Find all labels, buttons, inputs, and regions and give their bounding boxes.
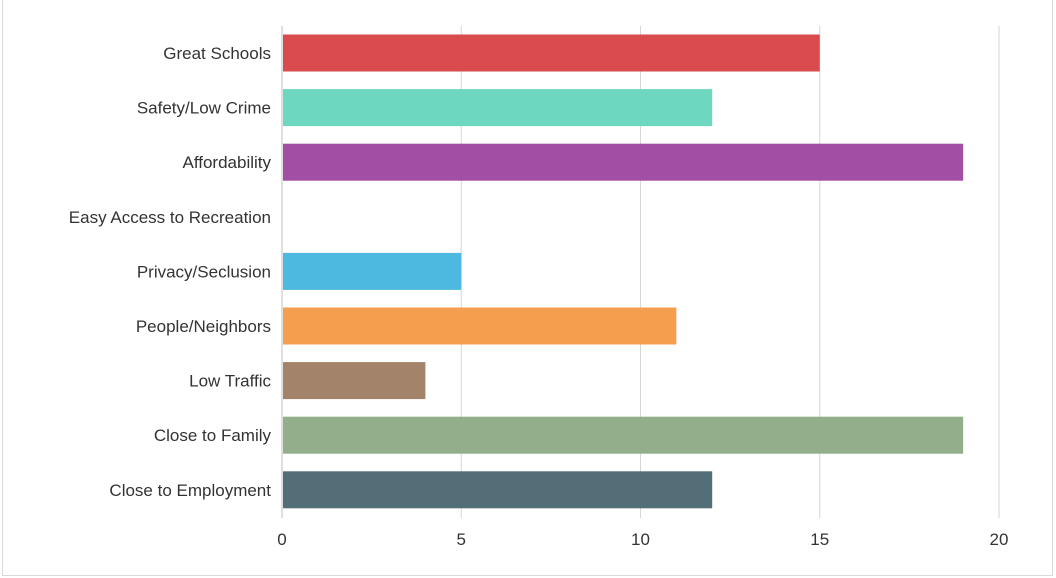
bar-close-to-family[interactable] (283, 416, 964, 454)
bar-affordability[interactable] (283, 143, 964, 181)
x-tick-label: 10 (631, 530, 650, 549)
bar-great-schools[interactable] (283, 34, 820, 72)
category-label: Low Traffic (189, 372, 271, 391)
x-tick-label: 20 (990, 530, 1009, 549)
x-tick-label: 5 (457, 530, 466, 549)
bars (283, 34, 964, 509)
category-label: Safety/Low Crime (137, 99, 271, 118)
bar-safety-low-crime[interactable] (283, 89, 713, 127)
category-label: Affordability (182, 153, 271, 172)
category-label: Great Schools (163, 44, 271, 63)
bar-low-traffic[interactable] (283, 362, 426, 400)
category-label: Easy Access to Recreation (69, 208, 271, 227)
category-label: Privacy/Seclusion (137, 262, 271, 281)
category-label: Close to Employment (109, 481, 271, 500)
bar-privacy-seclusion[interactable] (283, 252, 462, 290)
bar-people-neighbors[interactable] (283, 307, 677, 345)
x-tick-label: 15 (810, 530, 829, 549)
x-axis-ticks: 0 5 10 15 20 (277, 530, 1008, 549)
category-label: Close to Family (154, 426, 272, 445)
x-tick-label: 0 (277, 530, 286, 549)
category-labels: Great Schools Safety/Low Crime Affordabili… (69, 44, 272, 500)
bar-close-to-employment[interactable] (283, 471, 713, 509)
category-label: People/Neighbors (136, 317, 271, 336)
